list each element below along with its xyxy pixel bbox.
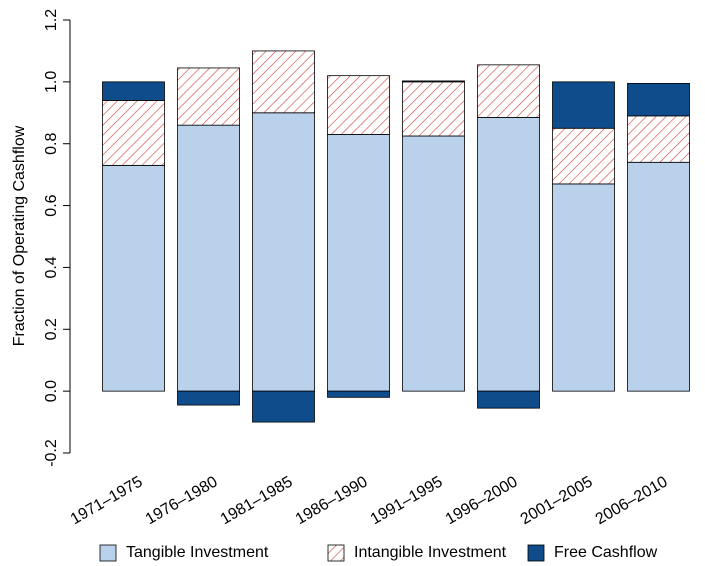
x-tick-label: 1981–1985 bbox=[218, 473, 296, 528]
bar bbox=[102, 164, 165, 392]
bar bbox=[402, 80, 465, 83]
y-tick-label: 0.4 bbox=[43, 256, 60, 278]
y-tick-label: 0.0 bbox=[43, 380, 60, 402]
bar bbox=[177, 124, 240, 392]
bar bbox=[552, 127, 615, 185]
legend-swatch bbox=[99, 544, 117, 562]
bar bbox=[402, 81, 465, 137]
x-tick-label: 1971–1975 bbox=[68, 473, 146, 528]
x-tick-label: 2001–2005 bbox=[518, 473, 596, 528]
bar bbox=[102, 81, 165, 101]
bar bbox=[177, 67, 240, 126]
x-tick-label: 2006–2010 bbox=[593, 473, 671, 528]
x-tick-label: 1976–1980 bbox=[143, 473, 221, 528]
bar bbox=[477, 117, 540, 392]
x-tick-label: 1991–1995 bbox=[368, 473, 446, 528]
bar bbox=[402, 135, 465, 392]
bar bbox=[627, 161, 690, 392]
y-tick-label: 1.0 bbox=[43, 71, 60, 93]
legend-label: Free Cashflow bbox=[554, 544, 658, 561]
bar bbox=[102, 100, 165, 166]
y-axis-label: Fraction of Operating Cashflow bbox=[11, 125, 28, 346]
bar bbox=[552, 183, 615, 392]
legend-swatch bbox=[327, 544, 345, 562]
y-tick-label: -0.2 bbox=[43, 439, 60, 467]
y-tick-label: 0.8 bbox=[43, 132, 60, 154]
bar bbox=[627, 115, 690, 163]
bar bbox=[477, 390, 540, 409]
bar bbox=[477, 64, 540, 118]
bar bbox=[252, 390, 315, 423]
bar bbox=[552, 81, 615, 129]
bar bbox=[252, 50, 315, 114]
legend-label: Tangible Investment bbox=[126, 544, 269, 561]
bar bbox=[627, 83, 690, 117]
legend-label: Intangible Investment bbox=[354, 544, 507, 561]
y-tick-label: 1.2 bbox=[43, 9, 60, 31]
x-tick-label: 1986–1990 bbox=[293, 473, 371, 528]
bar bbox=[327, 390, 390, 398]
legend-swatch bbox=[527, 544, 545, 562]
bar bbox=[252, 112, 315, 392]
bar bbox=[327, 75, 390, 135]
bar bbox=[327, 134, 390, 392]
y-tick-label: 0.2 bbox=[43, 318, 60, 340]
bar bbox=[177, 390, 240, 406]
y-tick-label: 0.6 bbox=[43, 194, 60, 216]
x-tick-label: 1996–2000 bbox=[443, 473, 521, 528]
